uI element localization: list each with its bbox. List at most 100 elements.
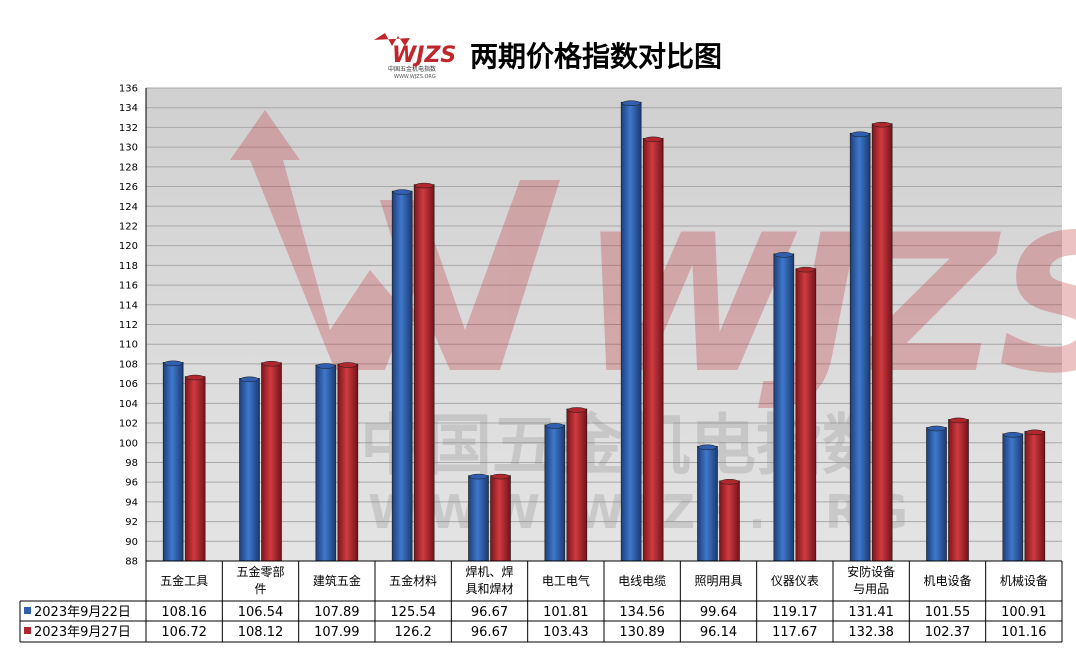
bar-s1 <box>620 100 642 562</box>
logo: WJZS 中国五金机电指数 WWW.WJZS.ORG <box>374 33 456 80</box>
x-category-label: 五金工具 <box>160 573 208 588</box>
table-cell-value: 100.91 <box>1001 605 1047 620</box>
table-cell-value: 101.16 <box>1001 625 1047 640</box>
bar-s1 <box>1002 432 1024 562</box>
table-cell-value: 107.99 <box>314 625 360 640</box>
table-cell-value: 106.72 <box>161 625 207 640</box>
x-category-label: 照明用具 <box>694 574 742 588</box>
table-cell-value: 131.41 <box>848 605 894 620</box>
y-tick-label: 106 <box>119 379 138 390</box>
y-tick-label: 92 <box>125 517 138 528</box>
legend-label: 2023年9月22日 <box>34 605 131 620</box>
bar-s2 <box>337 362 359 562</box>
bars <box>162 100 1046 562</box>
y-tick-label: 98 <box>125 458 138 469</box>
table-cell-value: 96.67 <box>471 625 508 640</box>
y-tick-label: 90 <box>125 537 138 548</box>
bar-s1 <box>391 189 413 562</box>
y-tick-label: 96 <box>125 478 138 489</box>
x-category-label: 安防设备 <box>847 564 895 579</box>
bar-s2 <box>642 136 664 562</box>
y-tick-label: 116 <box>119 281 138 292</box>
table-cell-value: 96.67 <box>471 605 508 620</box>
x-category-label: 仪器仪表 <box>771 574 819 588</box>
y-tick-label: 102 <box>119 419 138 430</box>
logo-arrow-icon <box>374 33 410 46</box>
y-tick-label: 110 <box>119 340 138 351</box>
bar-s2 <box>795 266 817 562</box>
y-tick-label: 132 <box>119 123 138 134</box>
x-category-label: 电线电缆 <box>618 574 666 588</box>
bar-s1 <box>468 473 489 562</box>
bar-s1 <box>544 423 566 562</box>
table-cell-value: 125.54 <box>390 605 436 620</box>
y-tick-label: 122 <box>119 221 138 232</box>
chart-header: WJZS 中国五金机电指数 WWW.WJZS.ORG 两期价格指数对比图 <box>374 33 722 80</box>
bar-s2 <box>261 360 282 562</box>
y-tick-label: 108 <box>119 359 138 370</box>
bar-s2 <box>566 407 588 562</box>
legend-swatch <box>24 607 31 614</box>
y-tick-label: 104 <box>119 399 138 410</box>
bar-s1 <box>697 444 718 562</box>
x-category-label: 焊机、焊 <box>465 564 513 579</box>
legend-label: 2023年9月27日 <box>34 625 131 640</box>
y-tick-label: 118 <box>119 261 138 272</box>
table-cell-value: 108.16 <box>161 605 207 620</box>
y-tick-label: 120 <box>119 241 138 252</box>
x-category-label: 五金材料 <box>389 573 437 588</box>
y-tick-label: 88 <box>125 557 138 568</box>
gridlines <box>146 87 1062 562</box>
table-cell-value: 134.56 <box>619 605 665 620</box>
table-cell-value: 102.37 <box>925 625 971 640</box>
y-tick-label: 128 <box>119 162 138 173</box>
bar-s2 <box>1024 429 1046 562</box>
bar-s1 <box>239 376 260 562</box>
chart-title: 两期价格指数对比图 <box>470 40 722 73</box>
bar-s2 <box>719 479 740 562</box>
bar-s1 <box>162 360 184 562</box>
table-cell-value: 130.89 <box>619 625 665 640</box>
y-tick-label: 114 <box>119 300 138 311</box>
table-cell-value: 101.81 <box>543 605 589 620</box>
table-cell-value: 132.38 <box>848 625 894 640</box>
plot-area: WJZS 中国五金机电指数 WWW.WJZS.ORG <box>146 87 1076 562</box>
bar-s2 <box>490 473 511 562</box>
x-category-label: 电工电气 <box>542 573 590 588</box>
x-category-label: 与用品 <box>853 582 889 596</box>
logo-text: WJZS <box>392 43 456 68</box>
y-tick-label: 134 <box>119 103 138 114</box>
table-cell-value: 107.89 <box>314 605 360 620</box>
legend-swatch <box>24 627 31 634</box>
x-category-label: 机械设备 <box>1000 573 1048 588</box>
y-tick-label: 126 <box>119 182 138 193</box>
y-axis: 88 90 92 94 96 98 100 102 104 106 108 110 112 114 116 1… <box>119 84 147 568</box>
bar-s2 <box>184 374 206 562</box>
bar-s1 <box>926 425 947 562</box>
bar-s2 <box>413 182 435 562</box>
bar-s2 <box>871 121 893 562</box>
y-tick-label: 130 <box>119 143 138 154</box>
bar-s1 <box>849 131 871 562</box>
table-cell-value: 119.17 <box>772 605 818 620</box>
logo-subtext: 中国五金机电指数 <box>388 65 436 73</box>
x-category-label: 建筑五金 <box>313 573 361 588</box>
table-cell-value: 106.54 <box>238 605 284 620</box>
table-cell-value: 96.14 <box>700 625 737 640</box>
y-tick-label: 136 <box>119 84 138 95</box>
table-cell-value: 99.64 <box>700 605 737 620</box>
table-cell-value: 103.43 <box>543 625 589 640</box>
logo-url: WWW.WJZS.ORG <box>394 74 436 80</box>
table-cell-value: 101.55 <box>925 605 971 620</box>
x-category-label: 机电设备 <box>923 574 971 588</box>
y-tick-label: 100 <box>119 438 138 449</box>
bar-s1 <box>773 252 795 562</box>
y-tick-label: 94 <box>125 497 138 508</box>
x-category-label: 具和焊材 <box>465 581 513 596</box>
table-cell-value: 117.67 <box>772 625 818 640</box>
x-category-label: 五金零部 <box>236 564 284 579</box>
table-cell-value: 126.2 <box>395 625 432 640</box>
y-tick-label: 112 <box>119 320 138 331</box>
